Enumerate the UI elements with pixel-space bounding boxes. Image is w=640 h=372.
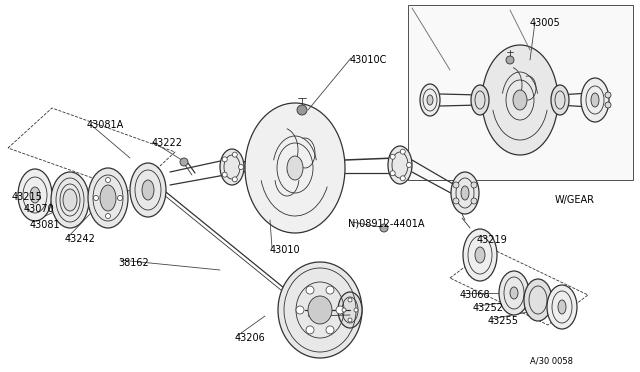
Ellipse shape xyxy=(388,146,412,184)
Ellipse shape xyxy=(581,78,609,122)
Ellipse shape xyxy=(461,186,469,200)
Text: 43255: 43255 xyxy=(488,316,519,326)
Text: 43206: 43206 xyxy=(235,333,266,343)
Text: 43010: 43010 xyxy=(270,245,301,255)
Ellipse shape xyxy=(30,187,40,203)
Circle shape xyxy=(400,176,405,181)
Circle shape xyxy=(232,177,237,182)
Text: 43215: 43215 xyxy=(12,192,43,202)
Ellipse shape xyxy=(51,172,89,228)
Ellipse shape xyxy=(591,93,599,107)
Text: 43081: 43081 xyxy=(30,220,61,230)
Circle shape xyxy=(390,154,396,159)
Ellipse shape xyxy=(88,168,128,228)
Circle shape xyxy=(222,157,227,162)
Ellipse shape xyxy=(338,292,362,328)
Text: 43242: 43242 xyxy=(65,234,96,244)
Ellipse shape xyxy=(463,229,497,281)
Text: 43219: 43219 xyxy=(477,235,508,245)
Ellipse shape xyxy=(524,279,552,321)
Circle shape xyxy=(380,224,388,232)
Circle shape xyxy=(326,286,334,294)
Circle shape xyxy=(605,102,611,108)
Ellipse shape xyxy=(63,189,77,211)
Circle shape xyxy=(406,163,412,167)
Text: 43068: 43068 xyxy=(460,290,491,300)
Text: 43070: 43070 xyxy=(24,204,55,214)
Circle shape xyxy=(390,171,396,176)
Ellipse shape xyxy=(475,247,485,263)
Ellipse shape xyxy=(130,163,166,217)
Ellipse shape xyxy=(482,45,558,155)
Ellipse shape xyxy=(100,185,116,211)
Text: 38162: 38162 xyxy=(118,258,148,268)
Ellipse shape xyxy=(142,180,154,200)
Text: 43081A: 43081A xyxy=(87,120,124,130)
Ellipse shape xyxy=(513,90,527,110)
Circle shape xyxy=(348,298,352,302)
Ellipse shape xyxy=(278,262,362,358)
Ellipse shape xyxy=(471,85,489,115)
Circle shape xyxy=(453,182,459,188)
Circle shape xyxy=(471,198,477,204)
Circle shape xyxy=(296,306,304,314)
Text: 43005: 43005 xyxy=(530,18,561,28)
Text: 43010C: 43010C xyxy=(350,55,387,65)
Circle shape xyxy=(106,177,111,183)
Text: W/GEAR: W/GEAR xyxy=(555,195,595,205)
Circle shape xyxy=(239,164,243,170)
Circle shape xyxy=(342,308,346,312)
Circle shape xyxy=(306,286,314,294)
Ellipse shape xyxy=(220,149,244,185)
Circle shape xyxy=(93,196,99,201)
Bar xyxy=(408,5,633,180)
Circle shape xyxy=(348,318,352,322)
Text: 43252: 43252 xyxy=(473,303,504,313)
Ellipse shape xyxy=(551,85,569,115)
Circle shape xyxy=(605,92,611,98)
Ellipse shape xyxy=(547,285,577,329)
Circle shape xyxy=(326,326,334,334)
Text: 43222: 43222 xyxy=(152,138,183,148)
Circle shape xyxy=(506,56,514,64)
Text: N)08912-4401A: N)08912-4401A xyxy=(348,218,424,228)
Ellipse shape xyxy=(499,271,529,315)
Circle shape xyxy=(222,172,227,177)
Ellipse shape xyxy=(427,95,433,105)
Circle shape xyxy=(400,149,405,154)
Circle shape xyxy=(180,158,188,166)
Circle shape xyxy=(471,182,477,188)
Ellipse shape xyxy=(451,172,479,214)
Circle shape xyxy=(106,214,111,218)
Circle shape xyxy=(354,308,358,312)
Circle shape xyxy=(232,152,237,157)
Circle shape xyxy=(297,105,307,115)
Ellipse shape xyxy=(308,296,332,324)
Ellipse shape xyxy=(558,300,566,314)
Text: A/30 0058: A/30 0058 xyxy=(530,356,573,365)
Ellipse shape xyxy=(287,156,303,180)
Ellipse shape xyxy=(245,103,345,233)
Circle shape xyxy=(453,198,459,204)
Circle shape xyxy=(306,326,314,334)
Circle shape xyxy=(336,306,344,314)
Circle shape xyxy=(118,196,122,201)
Ellipse shape xyxy=(510,287,518,299)
Ellipse shape xyxy=(420,84,440,116)
Ellipse shape xyxy=(18,169,52,221)
